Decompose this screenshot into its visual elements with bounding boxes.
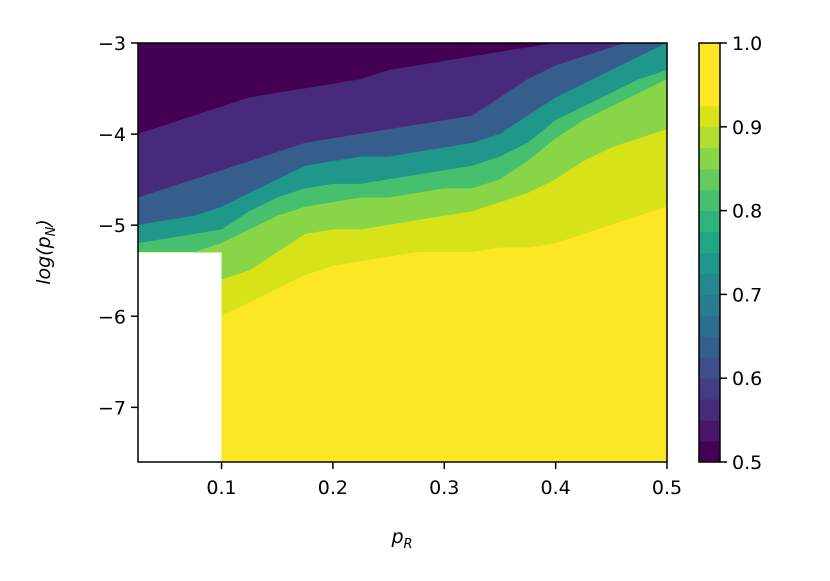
- missing-data-region: [138, 252, 222, 462]
- y-tick-label: −3: [98, 33, 126, 55]
- plot-frame: [137, 42, 668, 463]
- y-tick-label: −5: [98, 215, 126, 237]
- colorbar-tick-label: 1.0: [732, 33, 762, 55]
- y-tick-label: −6: [98, 306, 126, 328]
- x-tick-label: 0.5: [652, 477, 682, 499]
- colorbar-band: [699, 399, 720, 421]
- colorbar-band: [699, 126, 720, 149]
- colorbar-band: [699, 420, 720, 442]
- colorbar-tick-label: 0.7: [732, 284, 762, 306]
- colorbar-tick-label: 0.9: [732, 117, 762, 139]
- colorbar-tick-label: 0.6: [732, 368, 762, 390]
- colorbar-band: [699, 252, 720, 274]
- x-tick-label: 0.2: [318, 477, 348, 499]
- colorbar-band: [699, 189, 720, 212]
- colorbar-band: [699, 168, 720, 191]
- colorbar-band: [699, 147, 720, 170]
- colorbar-band: [699, 294, 720, 316]
- colorbar: 0.5 0.6 0.7 0.8 0.9 1.0: [698, 33, 762, 474]
- colorbar-band: [699, 231, 720, 253]
- colorbar-tick-label: 0.5: [732, 452, 762, 474]
- colorbar-band: [699, 315, 720, 337]
- colorbar-band: [699, 43, 720, 107]
- y-axis: −3 −4 −5 −6 −7: [98, 33, 138, 419]
- colorbar-frame: [698, 42, 721, 463]
- colorbar-band: [699, 378, 720, 400]
- y-tick-label: −4: [98, 124, 126, 146]
- colorbar-band: [699, 336, 720, 358]
- colorbar-band: [699, 357, 720, 379]
- x-tick-label: 0.4: [541, 477, 571, 499]
- x-axis: 0.1 0.2 0.3 0.4 0.5: [206, 462, 682, 499]
- colorbar-band: [699, 273, 720, 295]
- colorbar-band: [699, 105, 720, 128]
- y-axis-label: log(pN): [33, 219, 59, 285]
- contour-bands: [138, 43, 667, 462]
- x-tick-label: 0.1: [206, 477, 236, 499]
- colorbar-band: [699, 210, 720, 233]
- y-tick-label: −7: [98, 397, 126, 419]
- x-axis-label: pR: [390, 526, 412, 552]
- colorbar-band: [699, 441, 720, 463]
- x-tick-label: 0.3: [429, 477, 459, 499]
- colorbar-tick-label: 0.8: [732, 201, 762, 223]
